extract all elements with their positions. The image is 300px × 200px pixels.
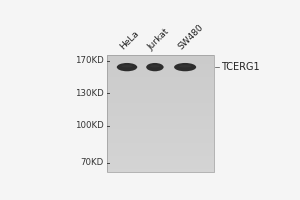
Bar <box>107 140 214 141</box>
Bar <box>107 87 214 88</box>
Bar <box>107 102 214 103</box>
Bar <box>107 169 214 170</box>
Bar <box>107 134 214 135</box>
Bar <box>107 88 214 90</box>
Bar <box>107 94 214 96</box>
Bar <box>107 83 214 84</box>
Bar <box>107 150 214 151</box>
Bar <box>107 74 214 75</box>
Bar <box>107 125 214 126</box>
Bar <box>107 157 214 159</box>
Bar <box>107 55 214 56</box>
Ellipse shape <box>117 63 137 71</box>
Bar <box>107 97 214 99</box>
Text: 100KD: 100KD <box>75 121 104 130</box>
Bar <box>107 141 214 143</box>
Bar <box>107 78 214 80</box>
Bar <box>107 153 214 154</box>
Bar <box>107 67 214 68</box>
Bar <box>107 56 214 58</box>
Bar <box>107 84 214 86</box>
Bar <box>107 156 214 157</box>
Bar <box>107 132 214 134</box>
Bar <box>107 59 214 61</box>
Bar <box>107 122 214 124</box>
Bar <box>107 165 214 166</box>
Bar <box>107 105 214 106</box>
Bar <box>107 147 214 148</box>
Text: TCERG1: TCERG1 <box>221 62 260 72</box>
Bar <box>107 128 214 129</box>
Bar <box>107 61 214 62</box>
Bar <box>107 119 214 121</box>
Text: SW480: SW480 <box>176 23 205 52</box>
Bar <box>107 75 214 77</box>
Bar <box>107 90 214 91</box>
Bar <box>107 68 214 69</box>
Bar <box>107 116 214 118</box>
Bar <box>107 86 214 87</box>
Bar <box>107 154 214 156</box>
Bar <box>107 58 214 59</box>
Bar <box>107 144 214 146</box>
Bar <box>107 126 214 128</box>
Bar <box>107 112 214 113</box>
Ellipse shape <box>179 65 191 67</box>
Text: Jurkat: Jurkat <box>146 27 171 52</box>
Text: 70KD: 70KD <box>80 158 104 167</box>
Bar <box>107 163 214 165</box>
Bar <box>107 160 214 162</box>
Bar <box>107 159 214 160</box>
Bar <box>107 77 214 78</box>
Bar <box>107 118 214 119</box>
Bar <box>107 71 214 72</box>
Bar <box>107 91 214 93</box>
Ellipse shape <box>150 65 160 67</box>
Bar <box>107 124 214 125</box>
Text: HeLa: HeLa <box>118 29 141 52</box>
Bar <box>107 137 214 138</box>
Bar <box>107 64 214 65</box>
Ellipse shape <box>122 65 133 67</box>
Bar <box>107 167 214 169</box>
Bar <box>107 93 214 94</box>
Bar <box>107 96 214 97</box>
Bar <box>107 138 214 140</box>
Ellipse shape <box>174 63 196 71</box>
Bar <box>107 110 214 112</box>
Bar <box>107 121 214 122</box>
Bar <box>107 109 214 110</box>
Bar <box>107 148 214 150</box>
Text: 130KD: 130KD <box>75 89 104 98</box>
Bar <box>107 72 214 74</box>
Bar <box>107 115 214 116</box>
Bar <box>107 100 214 102</box>
Bar <box>107 106 214 107</box>
Bar <box>107 162 214 163</box>
Bar <box>107 143 214 144</box>
Bar <box>107 146 214 147</box>
Bar <box>107 103 214 105</box>
Bar <box>107 65 214 67</box>
Bar <box>107 170 214 172</box>
Bar <box>107 135 214 137</box>
Bar <box>107 151 214 153</box>
Bar <box>107 107 214 109</box>
Bar <box>107 62 214 64</box>
Bar <box>107 166 214 167</box>
Bar <box>107 55 214 172</box>
Ellipse shape <box>146 63 164 71</box>
Bar <box>107 80 214 81</box>
Bar <box>107 99 214 100</box>
Bar <box>107 69 214 71</box>
Bar <box>107 129 214 131</box>
Text: 170KD: 170KD <box>75 56 104 65</box>
Bar <box>107 113 214 115</box>
Bar <box>107 81 214 83</box>
Bar <box>107 131 214 132</box>
